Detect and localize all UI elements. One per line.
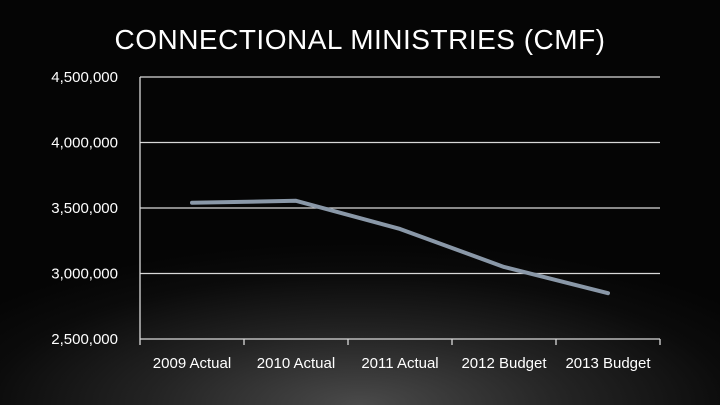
axes — [139, 77, 661, 345]
y-tick-label: 3,000,000 — [51, 266, 118, 283]
y-tick-label: 3,500,000 — [51, 200, 118, 217]
x-tick-label: 2012 Budget — [461, 355, 547, 372]
y-tick-label: 4,000,000 — [51, 135, 118, 152]
gridlines — [140, 76, 660, 275]
series-line — [190, 198, 610, 296]
x-axis-ticks: 2009 Actual 2010 Actual 2011 Actual 2012 Bu… — [153, 355, 652, 372]
x-tick-label: 2009 Actual — [153, 355, 231, 372]
x-tick-label: 2011 Actual — [361, 355, 438, 372]
y-tick-label: 2,500,000 — [51, 331, 118, 348]
x-tick-label: 2013 Budget — [565, 355, 651, 372]
series — [190, 198, 610, 296]
y-axis-ticks: 2,500,000 3,000,000 3,500,000 4,000,000 4,50… — [51, 69, 118, 348]
chart-title: CONNECTIONAL MINISTRIES (CMF) — [114, 24, 606, 55]
y-tick-label: 4,500,000 — [51, 69, 118, 86]
x-tick-label: 2010 Actual — [257, 355, 335, 372]
